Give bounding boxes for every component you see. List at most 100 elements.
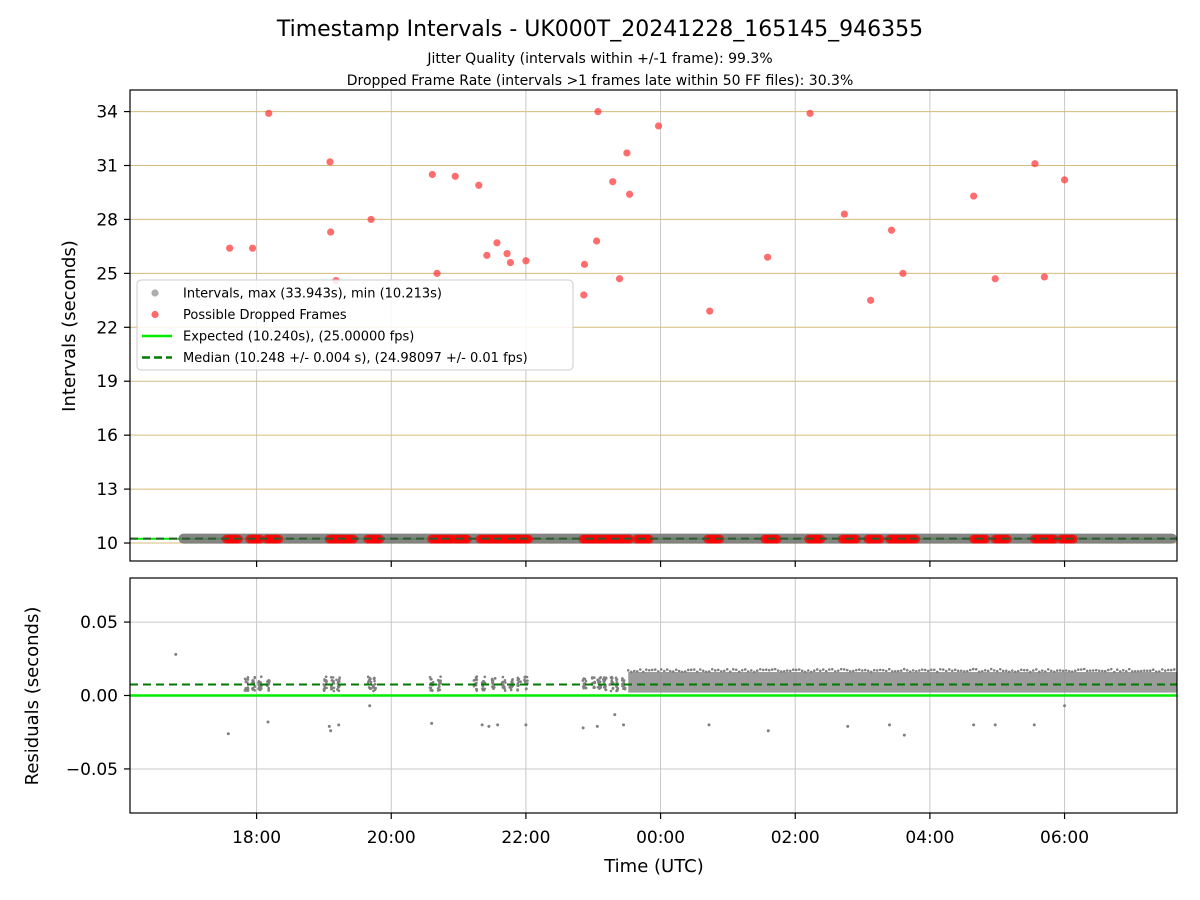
- residual-point: [1052, 670, 1056, 674]
- dropped-frame-point: [594, 107, 602, 116]
- residual-point: [836, 669, 840, 672]
- residual-point: [773, 667, 777, 671]
- residual-point: [731, 668, 735, 671]
- dropped-frame-point: [852, 534, 862, 544]
- residual-point: [632, 669, 636, 673]
- dropped-frame-point: [506, 258, 515, 267]
- residual-point: [737, 670, 741, 674]
- residual-point: [1079, 668, 1083, 671]
- residual-point: [740, 668, 744, 672]
- legend-marker: [151, 310, 159, 319]
- residual-point: [902, 667, 906, 671]
- residual-point: [791, 668, 795, 672]
- residual-point: [866, 669, 870, 673]
- residual-point: [953, 668, 957, 672]
- residual-point: [1130, 670, 1134, 673]
- plot-area: [130, 107, 1177, 544]
- residual-point: [1160, 668, 1164, 671]
- residual-point: [980, 669, 984, 673]
- residual-point: [430, 677, 433, 681]
- residual-point: [686, 668, 690, 672]
- chart-subtitle-jitter: Jitter Quality (intervals within +/-1 fr…: [426, 51, 772, 67]
- residual-point: [523, 676, 527, 679]
- residual-point: [438, 685, 441, 688]
- residual-point: [266, 720, 270, 724]
- residual-point: [244, 689, 248, 692]
- residual-point: [983, 668, 987, 672]
- residual-point: [595, 724, 599, 728]
- residual-point: [839, 667, 843, 671]
- residual-point: [472, 679, 476, 682]
- dropped-frame-point: [524, 534, 534, 544]
- residual-point: [604, 685, 607, 689]
- residual-point: [788, 669, 792, 673]
- residual-point: [1001, 669, 1005, 673]
- residual-point: [602, 680, 606, 683]
- residual-point: [244, 687, 247, 690]
- residual-point: [337, 689, 341, 693]
- dropped-frame-point: [326, 158, 334, 166]
- residual-point: [259, 687, 263, 690]
- residual-point: [707, 670, 711, 673]
- residual-point: [758, 667, 762, 671]
- residual-point: [1007, 670, 1011, 674]
- residual-point: [683, 670, 687, 673]
- plot-area: [130, 652, 1177, 737]
- residual-point: [908, 670, 912, 673]
- residual-point: [971, 667, 975, 671]
- residual-point: [582, 686, 586, 690]
- residual-point: [325, 680, 328, 684]
- dropped-frame-point: [764, 253, 772, 261]
- residual-point: [644, 668, 648, 671]
- residual-point: [609, 689, 613, 693]
- residual-point: [490, 678, 494, 682]
- residual-point: [429, 686, 433, 690]
- residual-point: [1049, 669, 1053, 673]
- residual-point: [641, 670, 645, 674]
- residual-point: [869, 670, 873, 674]
- residual-point: [1070, 670, 1074, 673]
- residual-point: [1100, 669, 1104, 673]
- legend-entry-label: Median (10.248 +/- 0.004 s), (24.98097 +…: [183, 351, 528, 366]
- residual-point: [511, 678, 514, 682]
- residual-point: [525, 687, 528, 690]
- residual-point: [1115, 668, 1119, 671]
- residual-point: [713, 669, 717, 672]
- residual-point: [846, 724, 850, 728]
- residual-point: [1031, 669, 1035, 672]
- residual-point: [1127, 667, 1131, 671]
- y-tick-label: 13: [96, 480, 118, 500]
- residual-point: [1046, 668, 1050, 671]
- residual-point: [884, 669, 888, 673]
- residual-point: [1082, 667, 1086, 671]
- residual-point: [767, 668, 771, 672]
- residual-point: [968, 668, 972, 672]
- residual-point: [689, 668, 693, 672]
- residual-point: [372, 677, 376, 680]
- residual-point: [431, 689, 434, 693]
- y-tick-label: 0.00: [80, 687, 118, 707]
- residual-point: [665, 668, 669, 671]
- residual-point: [480, 681, 484, 684]
- residual-point: [1157, 670, 1161, 673]
- dropped-frame-point: [475, 181, 483, 189]
- legend-entry-label: Intervals, max (33.943s), min (10.213s): [183, 287, 442, 302]
- residual-point: [371, 683, 375, 687]
- residual-point: [998, 667, 1002, 671]
- x-tick-label: 04:00: [905, 828, 954, 848]
- y-tick-label: 0.05: [80, 613, 118, 633]
- residual-point: [493, 677, 497, 680]
- residual-point: [244, 680, 248, 684]
- residual-point: [704, 670, 708, 674]
- residual-point: [509, 688, 513, 692]
- residual-point: [516, 683, 519, 687]
- residual-point: [899, 669, 903, 672]
- residual-point: [896, 669, 900, 673]
- residual-point: [480, 723, 484, 727]
- residual-point: [622, 723, 626, 727]
- residual-point: [1133, 670, 1137, 673]
- residual-point: [251, 687, 254, 690]
- residual-point: [674, 668, 678, 672]
- dropped-frame-point: [1060, 176, 1069, 184]
- residual-point: [327, 724, 331, 728]
